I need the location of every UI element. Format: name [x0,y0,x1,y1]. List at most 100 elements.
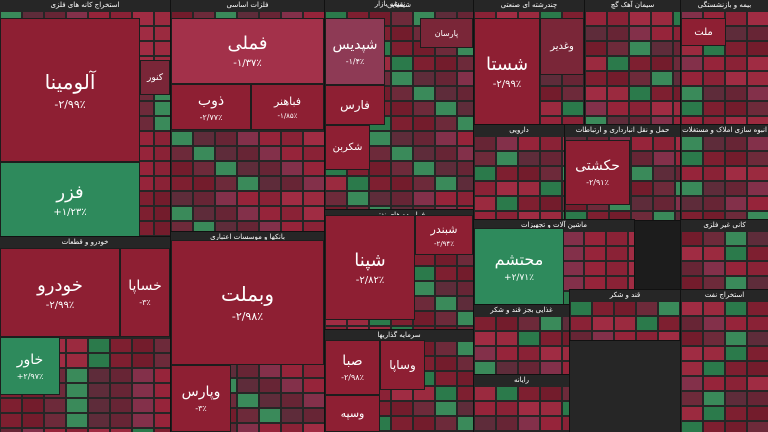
stock-cell [413,281,435,296]
stock-cell [725,151,747,166]
stock-cell [259,393,281,408]
stock-symbol: شپدیس [332,37,378,53]
stock-cell [496,151,518,166]
stock-cell [747,26,768,41]
stock-cell [725,71,747,86]
stock-cell [703,136,725,151]
sector-region: فلزات اساسی فملی -۱/۳۷٪ ذوب -۲/۷۷٪ فباهنر -۱/۸… [170,0,325,233]
stock-cell [154,176,170,191]
stock-cell [747,361,768,376]
stock-cell [391,101,413,116]
stock-cell [675,181,680,196]
stock-cell [154,383,170,398]
stock-cell [259,206,281,221]
stock-cell [237,206,259,221]
stock-cell [747,166,768,181]
stock-cell [681,181,703,196]
stock-cell [681,136,703,151]
stock-cell [681,276,703,290]
stock-cell [110,398,132,413]
stock-cell [562,386,569,401]
stock-cell [681,346,703,361]
stock-cell [132,428,154,432]
stock-cell [747,11,768,26]
stock-cell [435,416,457,431]
stock-tile: کنور [140,60,170,95]
stock-cell [44,398,66,413]
stock-cell [259,176,281,191]
stock-cell [636,316,658,331]
stock-cell [653,166,675,181]
stock-cell [435,356,457,371]
stock-cell [303,206,324,221]
stock-cell [369,176,391,191]
stock-change: -۳٪ [195,404,207,413]
stock-cell [237,408,259,423]
stock-cell [474,181,496,196]
stock-symbol: محتشم [494,250,544,269]
stock-cell [725,211,747,220]
stock-cell [496,331,518,346]
stock-cell [391,131,413,146]
stock-cell [518,151,540,166]
stock-cell [435,341,457,356]
stock-cell [171,131,193,146]
stock-cell [607,56,629,71]
stock-cell [154,101,170,116]
stock-cell [474,386,496,401]
stock-change: -۲/۹۹٪ [54,97,86,111]
stock-cell [562,246,584,261]
sector-label: خودرو و قطعات [61,238,109,246]
stock-symbol: فملی [227,33,268,54]
stock-cell [435,116,457,131]
stock-cell [747,391,768,406]
stock-cell [154,116,170,131]
stock-change: -۱/۳۷٪ [233,58,262,69]
stock-cell [391,11,413,26]
stock-cell [413,401,435,416]
stock-tile: وغدیر [540,18,584,75]
stock-tile: شپدیس -۱/۴٪ [325,18,385,85]
stock-cell [703,196,725,211]
stock-cell [154,11,170,26]
stock-symbol: وغدیر [550,41,574,52]
stock-cell [457,416,473,431]
stock-cell [570,301,592,316]
stock-symbol: حکشتی [575,158,620,174]
stock-tile: وساپا [380,340,425,390]
sector-region: استخراج کانه های فلزی آلومینا -۲/۹۹٪ فزر +۱/… [0,0,171,238]
stock-cell [747,211,768,220]
stock-change: -۲/۹۹٪ [492,78,522,90]
stock-cell [592,301,614,316]
stock-cell [66,338,88,353]
stock-cell [325,326,347,330]
stock-cell [681,166,703,181]
stock-cell [628,246,634,261]
stock-cell [681,231,703,246]
sector-region: کانی غیر فلزی [680,219,768,291]
stock-cell [88,428,110,432]
stock-cell [629,71,651,86]
stock-cell [413,86,435,101]
stock-cell [653,196,675,211]
stock-cell [636,301,658,316]
stock-cell [237,423,259,432]
stock-cell [259,191,281,206]
stock-cell [675,151,680,166]
stock-cell [607,86,629,101]
stock-cell [725,316,747,331]
stock-cell [281,206,303,221]
stock-cell [281,423,303,432]
stock-cell [747,136,768,151]
stock-cell [703,211,725,220]
stock-cell [747,101,768,116]
stock-tile: شکربن [325,125,370,170]
stock-cell [562,276,584,291]
stock-cell [518,331,540,346]
stock-cell [518,416,540,431]
stock-cell [518,386,540,401]
stock-cell [259,221,281,232]
stock-cell [725,181,747,196]
stock-tile: آلومینا -۲/۹۹٪ [0,18,140,162]
stock-cell [562,331,569,346]
